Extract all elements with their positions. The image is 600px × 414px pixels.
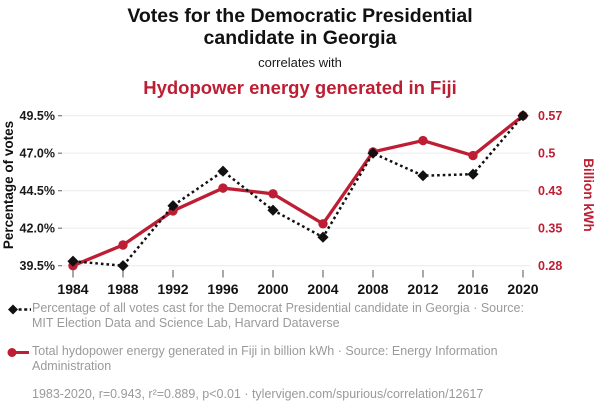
right-axis-tick-label: 0.57 [538,109,562,123]
votes-data-point [217,165,229,177]
votes-series-line [72,114,524,268]
left-axis-tick-label: 39.5% [20,259,55,273]
correlates-with-text: correlates with [258,55,342,71]
votes-data-point [117,260,129,272]
left-axis-tick-label: 49.5% [20,109,55,123]
hydropower-data-point [118,240,128,250]
hydropower-data-point [218,183,228,193]
x-axis-year-label: 1984 [57,281,88,297]
x-axis-year-label: 1988 [107,281,138,297]
left-axis-tick-label: 42.0% [20,222,55,236]
right-axis-tick-label: 0.35 [538,222,562,236]
x-axis-year-label: 2020 [507,281,538,297]
header: Votes for the Democratic Presidential ca… [0,5,600,99]
legend: Percentage of all votes cast for the Dem… [6,301,594,401]
right-axis-tick-label: 0.5 [538,147,555,161]
x-axis-year-label: 2008 [357,281,388,297]
votes-data-point [417,170,429,182]
x-axis-year-label: 1996 [207,281,238,297]
legend-item-votes-label: Percentage of all votes cast for the Dem… [32,301,524,330]
votes-data-point [517,110,529,122]
votes-data-point [167,200,179,212]
right-axis-title: Billion kWh [581,158,596,232]
x-axis-year-label: 2000 [257,281,288,297]
stats-citation: 1983-2020, r=0.943, r²=0.889, p<0.01 · t… [32,386,484,401]
hydropower-data-point [268,189,278,199]
votes-data-point [367,147,379,159]
x-axis-year-label: 2004 [307,281,338,297]
left-axis-tick-label: 44.5% [20,184,55,198]
hydropower-series-line [72,114,525,268]
left-axis-title: Percentage of votes [1,121,16,249]
votes-data-point [67,255,79,267]
x-axis-year-label: 2016 [457,281,488,297]
x-axis-year-label: 2012 [407,281,438,297]
hydropower-data-point [468,150,478,161]
hydropower-data-point [318,219,328,229]
legend-item-hydropower: Total hydopower energy generated in Fiji… [6,344,594,374]
red-circle-line-marker-icon [7,347,29,357]
x-axis-year-label: 1992 [157,281,188,297]
page-title: Votes for the Democratic Presidential ca… [127,5,473,50]
hydropower-data-point [418,135,428,146]
votes-data-point [317,231,329,243]
right-axis-tick-label: 0.28 [538,259,562,273]
secondary-title: Hydopower energy generated in Fiji [143,77,457,99]
votes-data-point [467,168,479,180]
legend-item-votes: Percentage of all votes cast for the Dem… [6,301,594,331]
legend-item-hydropower-label: Total hydopower energy generated in Fiji… [32,343,498,373]
black-diamond-dashed-marker-icon [8,304,31,315]
left-axis-tick-label: 47.0% [20,147,55,161]
votes-data-point [267,204,279,216]
correlation-line-chart: 49.5% 0.57 47.0% 0.5 44.5% 0.43 42.0% 0.35 39.5%… [1,109,596,297]
right-axis-tick-label: 0.43 [538,184,562,198]
